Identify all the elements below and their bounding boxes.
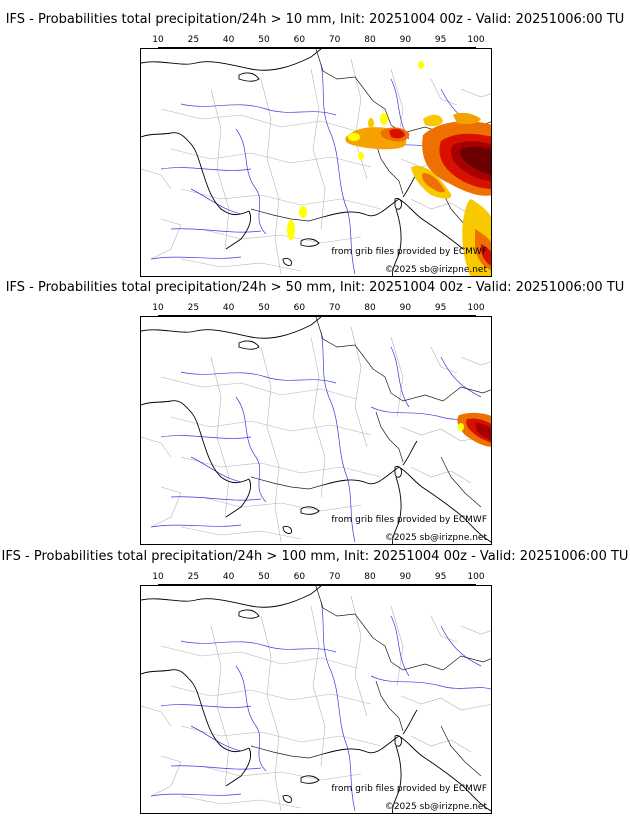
colorbar-tick-label: 80 [364,572,376,582]
country-borders [250,586,491,777]
colorbar-tick-label: 10 [152,35,164,45]
colorbar-tick-label: 70 [328,572,341,582]
colorbar-tick-label: 95 [434,572,447,582]
probability-map: from grib files provided by ECMWF ©2025 … [140,585,492,814]
colorbar-tick-label: 70 [328,303,341,313]
colorbar-tick-label: 100 [467,303,485,313]
coastlines [141,49,491,276]
colorbar-tick-label: 80 [364,303,376,313]
precip-area-alps [345,61,481,160]
colorbar-tick-label: 25 [187,35,200,45]
panel-100mm: IFS - Probabilities total precipitation/… [0,549,630,817]
precip-area-northeast-italy [457,412,491,447]
panel-10mm: IFS - Probabilities total precipitation/… [0,12,630,280]
colorbar-tick-label: 60 [293,303,306,313]
colorbar-tick-label: 40 [222,35,235,45]
probability-map: from grib files provided by ECMWF ©2025 … [140,316,492,545]
colorbar-ticks: 10 25 40 50 60 70 80 90 95 100 [152,572,484,583]
colorbar-tick-label: 70 [328,35,341,45]
precip-area-south-italy [462,199,491,276]
coastlines [141,317,491,544]
copyright-credit: ©2025 sb@irizpne.net [384,265,487,275]
probability-overlay [457,412,491,447]
colorbar-ticks: 10 25 40 50 60 70 80 90 95 100 [152,303,484,314]
colorbar-tick-label: 50 [258,35,270,45]
precip-area-pyrenees [287,206,307,240]
colorbar-ticks: 10 25 40 50 60 70 80 90 95 100 [152,35,484,46]
precip-area-west-italy [411,165,452,199]
probability-map: from grib files provided by ECMWF ©2025 … [140,48,492,277]
colorbar-tick-label: 95 [434,303,447,313]
colorbar-tick-label: 40 [222,303,235,313]
panel-title: IFS - Probabilities total precipitation/… [5,12,625,27]
rivers [150,331,491,543]
colorbar-tick-label: 90 [399,572,412,582]
colorbar-tick-label: 80 [364,35,376,45]
coastlines [141,586,491,813]
colorbar-tick-label: 25 [187,303,200,313]
basemap [141,586,491,813]
copyright-credit: ©2025 sb@irizpne.net [384,533,487,543]
colorbar-tick-label: 60 [293,572,306,582]
basemap [141,317,491,544]
panel-50mm: IFS - Probabilities total precipitation/… [0,280,630,548]
colorbar-tick-label: 95 [434,35,447,45]
colorbar-tick-label: 100 [467,572,485,582]
panel-title: IFS - Probabilities total precipitation/… [5,280,625,295]
probability-overlay [287,61,491,276]
copyright-credit: ©2025 sb@irizpne.net [384,802,487,812]
admin-boundaries [141,595,491,812]
colorbar-tick-label: 100 [467,35,485,45]
source-credit: from grib files provided by ECMWF [331,247,487,257]
colorbar-tick-label: 40 [222,572,235,582]
colorbar-tick-label: 60 [293,35,306,45]
source-credit: from grib files provided by ECMWF [331,515,487,525]
colorbar-tick-label: 25 [187,572,200,582]
precip-area-northeast-italy [422,121,491,196]
colorbar-tick-label: 50 [258,303,270,313]
source-credit: from grib files provided by ECMWF [331,784,487,794]
panel-title: IFS - Probabilities total precipitation/… [1,549,629,564]
colorbar-tick-label: 10 [152,303,164,313]
colorbar-tick-label: 90 [399,35,412,45]
colorbar-tick-label: 10 [152,572,164,582]
colorbar-tick-label: 90 [399,303,412,313]
colorbar-tick-label: 50 [258,572,270,582]
country-borders [250,317,491,508]
